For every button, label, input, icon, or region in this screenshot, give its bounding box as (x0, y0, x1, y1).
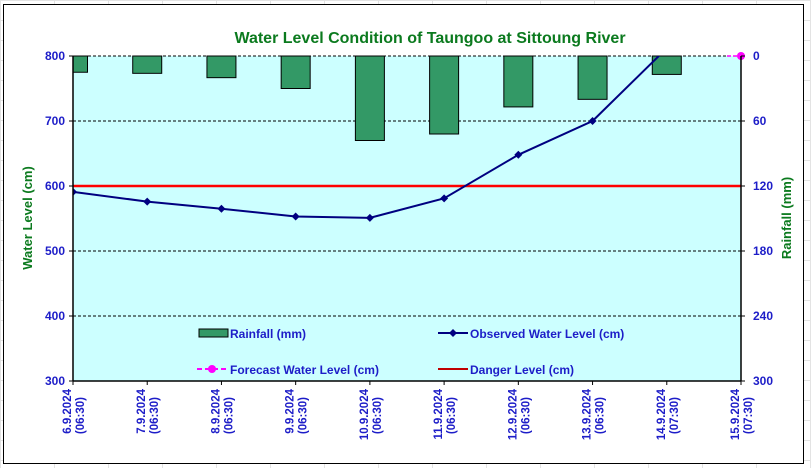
x-tick-date: 11.9.2024 (433, 388, 445, 439)
x-tick-label: 11.9.2024 (06:30) (433, 388, 458, 439)
legend-forecast-marker (208, 365, 216, 373)
legend-danger-label: Danger Level (cm) (470, 363, 574, 377)
axes (72, 56, 742, 382)
y-tick-label: 500 (45, 244, 65, 258)
observed-water-level-point (217, 204, 226, 213)
legend-item-forecast: Forecast Water Level (cm) (197, 363, 379, 377)
observed-water-level-point (291, 212, 300, 221)
observed-water-level-point (440, 194, 449, 203)
x-tick-label: 10.9.2024 (06:30) (359, 388, 384, 440)
rainfall-bars (72, 55, 682, 141)
x-tick-date: 13.9.2024 (582, 388, 594, 440)
observed-water-level-series (73, 44, 671, 222)
x-tick-date: 8.9.2024 (210, 388, 222, 433)
rainfall-bar (577, 55, 608, 100)
x-tick-label: 14.9.2024 (07:30) (656, 388, 681, 440)
observed-water-level-point (143, 197, 152, 206)
x-tick-date: 10.9.2024 (359, 388, 371, 440)
y-axis-label: Water Level (cm) (20, 166, 35, 270)
x-tick-date: 15.9.2024 (730, 388, 742, 440)
chart-title: Water Level Condition of Taungoo at Sitt… (234, 30, 625, 47)
x-tick-label: 9.9.2024 (06:30) (285, 388, 310, 434)
plot-area (73, 56, 741, 381)
x-tick-time: (06:30) (446, 397, 458, 434)
x-tick-time: (06:30) (223, 397, 235, 434)
rainfall-bar (503, 55, 534, 108)
observed-water-level-point (663, 44, 671, 52)
observed-water-level-point (365, 213, 374, 222)
rainfall-bar (280, 55, 311, 89)
legend-observed-marker (449, 329, 457, 337)
observed-water-level-point (514, 150, 523, 159)
observed-water-level-point (588, 117, 597, 125)
y2-tick-label: 60 (753, 114, 767, 128)
left-axis-ticks: 800 700 600 500 400 300 (45, 49, 73, 388)
x-tick-date: 12.9.2024 (507, 388, 519, 440)
y2-tick-label: 0 (753, 49, 760, 63)
x-tick-time: (06:30) (149, 397, 161, 434)
legend-item-observed: Observed Water Level (cm) (438, 327, 624, 341)
right-axis-ticks: 0 60 120 180 240 300 (741, 49, 773, 388)
x-tick-date: 6.9.2024 (62, 388, 74, 433)
x-axis-ticks: 6.9.2024 (06:30) 7.9.2024 (06:30) 8.9.2024 (0… (62, 381, 755, 440)
y-tick-label: 300 (45, 374, 65, 388)
y-tick-label: 600 (45, 179, 65, 193)
y2-tick-label: 180 (753, 244, 773, 258)
legend-rainfall-swatch (198, 328, 229, 338)
y2-tick-label: 300 (753, 374, 773, 388)
y2-axis-label: Rainfall (mm) (779, 177, 794, 259)
rainfall-bar (429, 55, 460, 135)
x-tick-time: (06:30) (372, 397, 384, 434)
legend-rainfall-label: Rainfall (mm) (230, 327, 306, 341)
legend: Rainfall (mm) Observed Water Level (cm) … (197, 327, 624, 377)
x-tick-time: (06:30) (298, 397, 310, 434)
rainfall-bar (206, 55, 237, 79)
x-tick-time: (07:30) (669, 397, 681, 434)
x-tick-label: 12.9.2024 (06:30) (507, 388, 532, 440)
x-tick-label: 8.9.2024 (06:30) (210, 388, 235, 434)
x-tick-time: (07:30) (743, 397, 755, 434)
x-tick-date: 7.9.2024 (136, 388, 148, 433)
y2-tick-label: 240 (753, 309, 773, 323)
observed-water-level-point (73, 187, 77, 196)
x-tick-time: (06:30) (520, 397, 532, 434)
rainfall-bar (72, 55, 88, 73)
legend-observed-label: Observed Water Level (cm) (470, 327, 624, 341)
rainfall-bar (651, 55, 682, 75)
x-tick-time: (06:30) (595, 397, 607, 434)
x-tick-label: 6.9.2024 (06:30) (62, 388, 87, 434)
legend-item-danger: Danger Level (cm) (438, 363, 574, 377)
x-tick-time: (06:30) (75, 397, 87, 434)
legend-forecast-label: Forecast Water Level (cm) (230, 363, 379, 377)
x-tick-label: 7.9.2024 (06:30) (136, 388, 161, 434)
y2-tick-label: 120 (753, 179, 773, 193)
x-tick-label: 13.9.2024 (06:30) (582, 388, 607, 440)
rainfall-bar (132, 55, 163, 74)
legend-item-rainfall: Rainfall (mm) (198, 327, 306, 341)
rainfall-bar (354, 55, 385, 141)
x-tick-date: 9.9.2024 (285, 388, 297, 433)
x-tick-label: 15.9.2024 (07:30) (730, 388, 755, 440)
y-tick-label: 700 (45, 114, 65, 128)
y-tick-label: 400 (45, 309, 65, 323)
x-tick-date: 14.9.2024 (656, 388, 668, 440)
y-tick-label: 800 (45, 49, 65, 63)
